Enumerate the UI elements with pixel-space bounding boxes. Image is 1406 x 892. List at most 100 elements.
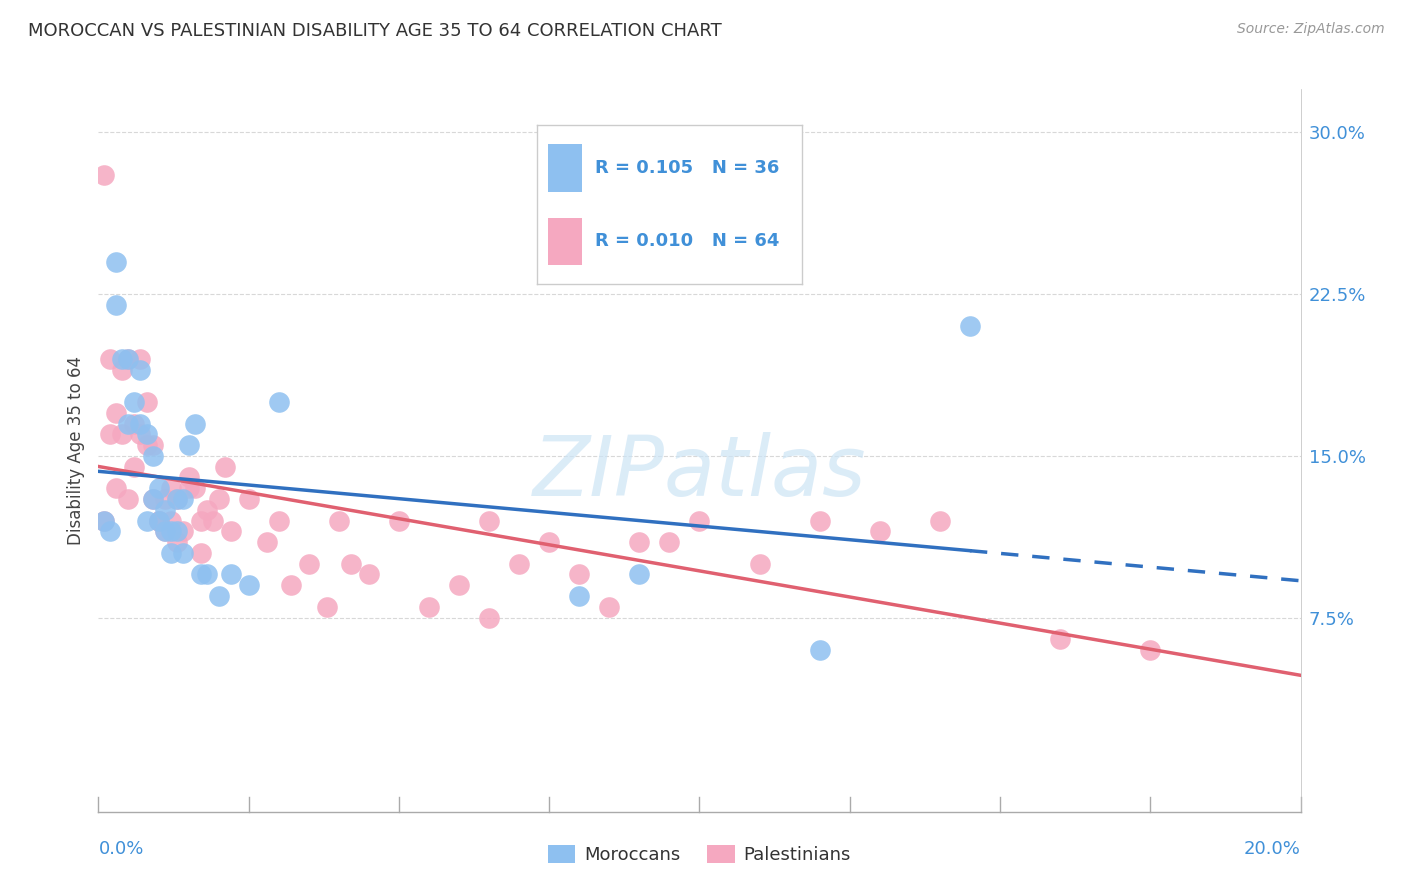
Point: [418, 599, 440, 614]
Point: [598, 599, 620, 614]
Point: [328, 514, 350, 528]
Point: [298, 557, 321, 571]
Point: [190, 514, 212, 528]
Point: [219, 524, 242, 539]
Point: [929, 514, 952, 528]
Point: [141, 491, 163, 506]
Point: [267, 514, 290, 528]
Point: [538, 535, 561, 549]
Point: [124, 459, 146, 474]
Point: [93, 514, 115, 528]
Point: [214, 459, 236, 474]
Point: [267, 395, 290, 409]
Point: [478, 610, 501, 624]
Point: [100, 524, 122, 539]
Point: [201, 514, 224, 528]
Point: [129, 351, 152, 366]
Point: [172, 546, 194, 560]
Point: [1139, 643, 1161, 657]
Point: [166, 524, 188, 539]
Text: 0.0%: 0.0%: [98, 839, 143, 858]
Point: [166, 491, 188, 506]
Point: [135, 395, 157, 409]
Text: ZIPatlas: ZIPatlas: [533, 432, 866, 513]
Point: [135, 514, 157, 528]
Point: [141, 438, 163, 452]
Point: [135, 427, 157, 442]
Point: [357, 567, 380, 582]
Point: [508, 557, 530, 571]
Point: [124, 395, 146, 409]
Point: [148, 514, 170, 528]
Point: [447, 578, 470, 592]
Point: [124, 417, 146, 431]
Point: [1049, 632, 1071, 647]
Point: [478, 514, 501, 528]
Point: [568, 589, 591, 603]
Point: [658, 535, 681, 549]
Point: [159, 514, 181, 528]
Point: [111, 362, 134, 376]
Point: [195, 502, 218, 516]
Point: [172, 524, 194, 539]
Text: MOROCCAN VS PALESTINIAN DISABILITY AGE 35 TO 64 CORRELATION CHART: MOROCCAN VS PALESTINIAN DISABILITY AGE 3…: [28, 22, 721, 40]
Point: [568, 567, 591, 582]
Point: [688, 514, 710, 528]
Point: [183, 481, 205, 495]
Point: [105, 406, 128, 420]
Point: [628, 535, 651, 549]
Point: [808, 514, 831, 528]
Point: [190, 546, 212, 560]
Point: [190, 567, 212, 582]
Point: [238, 491, 260, 506]
Point: [135, 438, 157, 452]
Point: [280, 578, 302, 592]
Point: [117, 351, 139, 366]
Point: [159, 546, 181, 560]
Point: [141, 491, 163, 506]
Point: [148, 481, 170, 495]
Point: [105, 481, 128, 495]
Point: [315, 599, 337, 614]
Point: [153, 502, 176, 516]
Point: [93, 514, 115, 528]
Point: [148, 514, 170, 528]
Point: [153, 524, 176, 539]
Point: [388, 514, 411, 528]
Point: [105, 298, 128, 312]
Point: [183, 417, 205, 431]
Point: [153, 491, 176, 506]
Point: [808, 643, 831, 657]
Point: [141, 449, 163, 463]
Point: [129, 417, 152, 431]
Point: [93, 169, 115, 183]
Point: [129, 362, 152, 376]
Point: [148, 514, 170, 528]
Point: [166, 491, 188, 506]
Point: [117, 417, 139, 431]
Point: [869, 524, 891, 539]
Point: [208, 589, 231, 603]
Point: [166, 535, 188, 549]
Point: [256, 535, 278, 549]
Point: [111, 351, 134, 366]
Point: [959, 319, 981, 334]
Point: [117, 491, 139, 506]
Point: [159, 481, 181, 495]
Point: [177, 438, 200, 452]
Text: Source: ZipAtlas.com: Source: ZipAtlas.com: [1237, 22, 1385, 37]
Point: [100, 427, 122, 442]
Text: 20.0%: 20.0%: [1244, 839, 1301, 858]
Point: [129, 427, 152, 442]
Legend: Moroccans, Palestinians: Moroccans, Palestinians: [541, 838, 858, 871]
Point: [748, 557, 770, 571]
Point: [117, 351, 139, 366]
Point: [172, 491, 194, 506]
Y-axis label: Disability Age 35 to 64: Disability Age 35 to 64: [66, 356, 84, 545]
Point: [208, 491, 231, 506]
Point: [159, 524, 181, 539]
Point: [111, 427, 134, 442]
Point: [340, 557, 363, 571]
Point: [219, 567, 242, 582]
Point: [195, 567, 218, 582]
